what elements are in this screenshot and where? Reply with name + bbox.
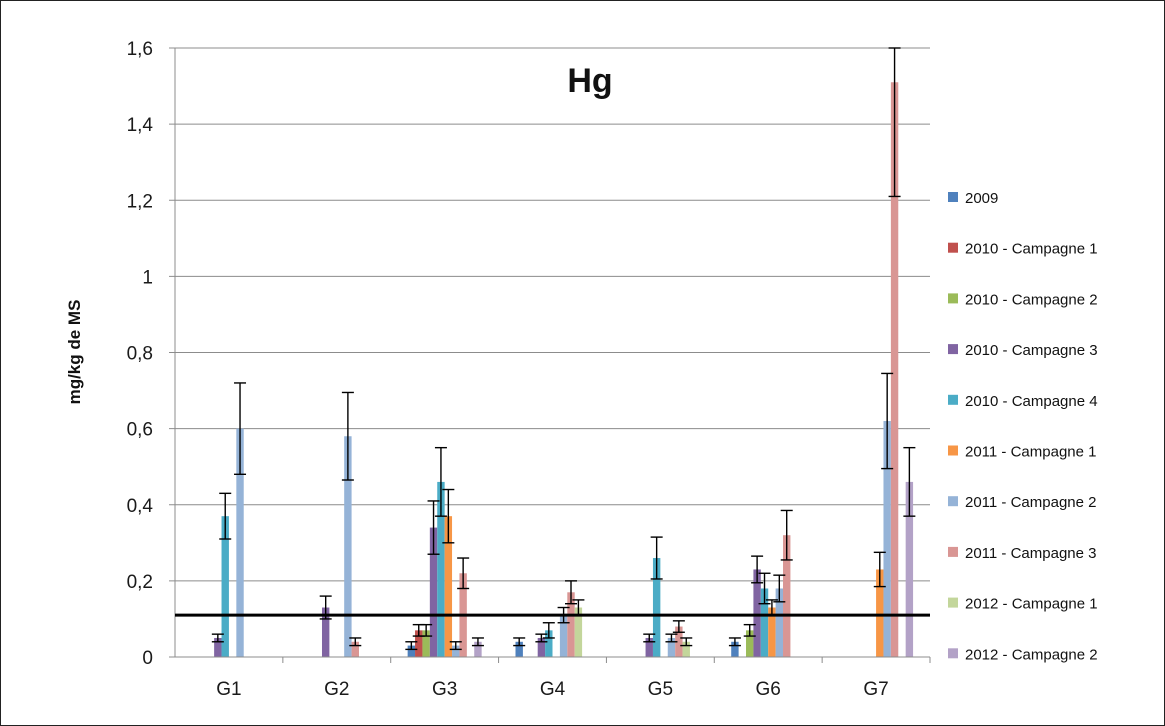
- bar: [876, 569, 884, 657]
- legend-swatch: [948, 293, 958, 304]
- bar: [682, 641, 690, 657]
- bar: [905, 481, 914, 657]
- bar: [236, 428, 244, 657]
- legend-swatch: [948, 394, 958, 405]
- y-tick-label: 0,6: [127, 420, 153, 441]
- legend-label: 2012 - Campagne 2: [965, 646, 1098, 663]
- y-tick-label: 0,4: [127, 496, 154, 517]
- bar: [645, 637, 653, 657]
- bar: [221, 516, 229, 657]
- bar: [437, 481, 445, 657]
- legend-label: 2010 - Campagne 4: [965, 393, 1098, 410]
- bar: [422, 630, 430, 657]
- legend-swatch: [948, 445, 958, 456]
- legend-label: 2011 - Campagne 3: [965, 545, 1096, 562]
- y-tick-label: 0,8: [127, 344, 153, 365]
- y-tick-label: 1,4: [127, 115, 154, 136]
- y-tick-label: 1,2: [127, 191, 153, 212]
- y-tick-labels: 0 0,2 0,4 0,6 0,8 1 1,2 1,4 1,6: [127, 39, 154, 669]
- bar: [883, 421, 891, 657]
- y-tick-label: 1: [142, 267, 153, 288]
- bar: [667, 637, 676, 657]
- bar: [444, 516, 453, 657]
- bar: [545, 630, 553, 657]
- bar: [407, 645, 416, 657]
- x-tick-label: G2: [324, 679, 349, 700]
- bar: [321, 607, 330, 657]
- y-tick-label: 0: [142, 648, 153, 669]
- legend-swatch: [948, 597, 958, 608]
- legend-swatch: [948, 192, 958, 202]
- bar: [753, 569, 761, 657]
- x-tick-label: G4: [540, 679, 566, 700]
- y-tick-label: 0,2: [127, 572, 153, 593]
- legend-swatch: [948, 648, 958, 659]
- legend-swatch: [948, 496, 958, 507]
- x-tick-label: G5: [648, 679, 673, 700]
- bar: [731, 641, 739, 657]
- bar: [429, 527, 438, 657]
- bar: [675, 626, 683, 657]
- bar: [515, 641, 523, 657]
- bars: [214, 82, 914, 658]
- legend-swatch: [948, 344, 958, 355]
- x-tick-label: G3: [432, 679, 457, 700]
- bar: [775, 588, 784, 657]
- bar: [344, 436, 352, 657]
- y-axis-label: mg/kg de MS: [65, 300, 84, 405]
- bar: [574, 607, 583, 657]
- bar: [452, 645, 460, 657]
- bar: [214, 637, 222, 657]
- bar: [567, 592, 575, 657]
- error-bars: [211, 47, 916, 651]
- legend-label: 2010 - Campagne 1: [965, 241, 1098, 258]
- bar: [415, 630, 423, 657]
- legend: 2009 2010 - Campagne 1 2010 - Campagne 2 20…: [948, 190, 1098, 663]
- bar: [783, 535, 791, 657]
- bar: [351, 641, 359, 657]
- bar: [760, 588, 769, 657]
- x-tick-label: G1: [216, 679, 241, 700]
- y-tick-label: 1,6: [127, 39, 153, 60]
- bar: [474, 641, 482, 657]
- legend-label: 2010 - Campagne 3: [965, 342, 1098, 359]
- bar: [652, 558, 661, 657]
- legend-label: 2011 - Campagne 1: [965, 444, 1096, 461]
- legend-label: 2011 - Campagne 2: [965, 494, 1096, 511]
- legend-swatch: [948, 242, 958, 253]
- bar: [768, 607, 776, 657]
- bar: [537, 637, 546, 657]
- legend-label: 2009: [965, 190, 998, 207]
- bar: [890, 82, 899, 658]
- x-tick-labels: G1 G2 G3 G4 G5 G6 G7: [216, 679, 889, 700]
- x-tick-label: G7: [863, 679, 888, 700]
- bar: [559, 615, 568, 657]
- gridlines: [169, 47, 931, 663]
- x-tick-label: G6: [756, 679, 781, 700]
- legend-swatch: [948, 546, 958, 557]
- legend-label: 2010 - Campagne 2: [965, 291, 1098, 308]
- bar: [746, 630, 754, 657]
- legend-label: 2012 - Campagne 1: [965, 596, 1098, 613]
- chart-title: Hg: [567, 62, 612, 100]
